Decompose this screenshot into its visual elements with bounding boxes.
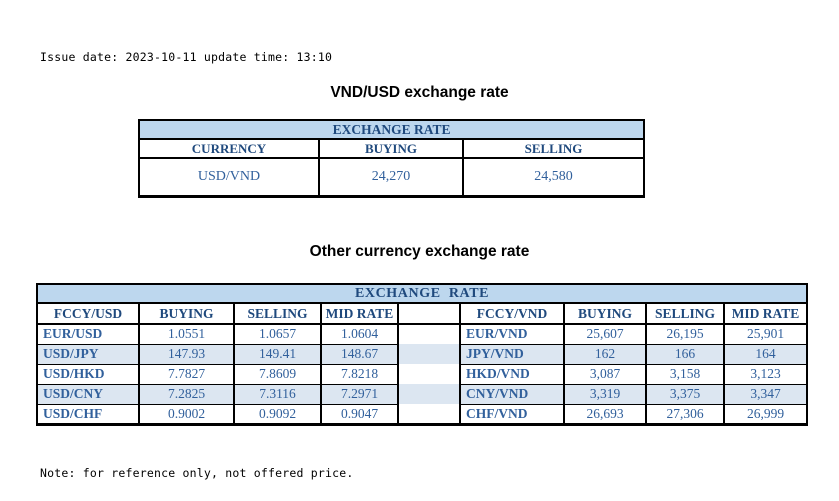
column-header-fccy-vnd: FCCY/VND [459, 303, 565, 325]
spacer-cell [397, 364, 461, 384]
selling-cell: 7.8609 [233, 363, 322, 384]
buying-cell: 3,087 [563, 363, 647, 384]
mid-rate-cell: 26,999 [722, 403, 809, 424]
table-row: USD/HKD 7.7827 7.8609 7.8218 HKD/VND 3,0… [36, 363, 809, 384]
column-header-buying: BUYING [563, 303, 647, 325]
selling-cell: 3,375 [645, 383, 725, 404]
issue-date-line: Issue date: 2023-10-11 update time: 13:1… [40, 50, 333, 64]
pair-cell: JPY/VND [459, 343, 565, 364]
table-row: USD/CHF 0.9002 0.9092 0.9047 CHF/VND 26,… [36, 403, 809, 424]
mid-rate-cell: 7.2971 [320, 383, 399, 404]
spacer-cell [397, 303, 461, 325]
table-row: EUR/USD 1.0551 1.0657 1.0604 EUR/VND 25,… [36, 323, 809, 344]
selling-cell: 26,195 [645, 323, 725, 344]
mid-rate-cell: 164 [722, 343, 809, 364]
mid-rate-cell: 7.8218 [320, 363, 399, 384]
pair-cell: CNY/VND [459, 383, 565, 404]
table-band-row: EXCHANGE RATE [137, 119, 646, 140]
other-table-title: Other currency exchange rate [309, 243, 530, 260]
buying-cell: 24,270 [318, 157, 464, 197]
table-row: USD/CNY 7.2825 7.3116 7.2971 CNY/VND 3,3… [36, 383, 809, 404]
mid-rate-cell: 25,901 [722, 323, 809, 344]
mid-rate-cell: 3,347 [722, 383, 809, 404]
table-row: USD/VND 24,270 24,580 [138, 157, 646, 197]
pair-cell: EUR/USD [36, 323, 140, 344]
buying-cell: 7.2825 [138, 383, 235, 404]
usd-vnd-rate-table: EXCHANGE RATE CURRENCY BUYING SELLING US… [137, 119, 646, 198]
usd-table-title: VND/USD exchange rate [330, 84, 509, 101]
other-currency-rate-table: EXCHANGE RATE FCCY/USD BUYING SELLING MI… [35, 283, 809, 426]
selling-cell: 24,580 [461, 157, 646, 197]
pair-cell: USD/CNY [36, 383, 140, 404]
buying-cell: 147.93 [138, 343, 235, 364]
selling-cell: 0.9092 [233, 403, 322, 424]
buying-cell: 26,693 [563, 403, 647, 424]
pair-cell: HKD/VND [459, 363, 565, 384]
selling-cell: 149.41 [233, 343, 322, 364]
note-line: Note: for reference only, not offered pr… [40, 466, 354, 480]
column-header-buying: BUYING [318, 138, 464, 159]
buying-cell: 7.7827 [138, 363, 235, 384]
selling-cell: 1.0657 [233, 323, 322, 344]
spacer-cell [397, 344, 461, 364]
column-header-selling: SELLING [233, 303, 322, 325]
currency-cell: USD/VND [138, 157, 320, 197]
buying-cell: 0.9002 [138, 403, 235, 424]
spacer-cell [397, 384, 461, 404]
column-header-mid-rate: MID RATE [320, 303, 399, 325]
mid-rate-cell: 148.67 [320, 343, 399, 364]
column-header-buying: BUYING [138, 303, 235, 325]
pair-cell: EUR/VND [459, 323, 565, 344]
column-header-selling: SELLING [645, 303, 725, 325]
selling-cell: 7.3116 [233, 383, 322, 404]
table-row: USD/JPY 147.93 149.41 148.67 JPY/VND 162… [36, 343, 809, 364]
selling-cell: 27,306 [645, 403, 725, 424]
selling-cell: 166 [645, 343, 725, 364]
table-header-row: CURRENCY BUYING SELLING [138, 138, 646, 159]
pair-cell: USD/CHF [36, 403, 140, 424]
exchange-rate-band: EXCHANGE RATE [137, 119, 646, 140]
pair-cell: USD/HKD [36, 363, 140, 384]
spacer-cell [397, 404, 461, 424]
pair-cell: CHF/VND [459, 403, 565, 424]
table-header-row: FCCY/USD BUYING SELLING MID RATE FCCY/VN… [36, 303, 809, 325]
column-header-mid-rate: MID RATE [722, 303, 809, 325]
mid-rate-cell: 0.9047 [320, 403, 399, 424]
mid-rate-cell: 1.0604 [320, 323, 399, 344]
mid-rate-cell: 3,123 [722, 363, 809, 384]
table-band-row: EXCHANGE RATE [35, 284, 809, 304]
selling-cell: 3,158 [645, 363, 725, 384]
buying-cell: 162 [563, 343, 647, 364]
spacer-cell [397, 324, 461, 344]
column-header-currency: CURRENCY [138, 138, 320, 159]
pair-cell: USD/JPY [36, 343, 140, 364]
column-header-fccy-usd: FCCY/USD [36, 303, 140, 325]
exchange-rate-band: EXCHANGE RATE [35, 284, 809, 304]
buying-cell: 1.0551 [138, 323, 235, 344]
buying-cell: 25,607 [563, 323, 647, 344]
column-header-selling: SELLING [461, 138, 646, 159]
buying-cell: 3,319 [563, 383, 647, 404]
